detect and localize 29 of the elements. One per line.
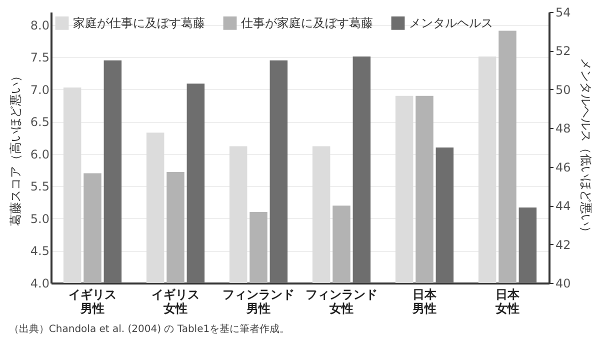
y-tick-label: 5.5 [30,180,50,194]
y2-tick-label: 54 [556,6,571,20]
y2-tick-label: 40 [556,276,571,290]
y2-tick-label: 44 [556,199,571,214]
x-tick-label: 日本男性 [412,288,438,316]
y2-tick-label: 42 [556,238,571,252]
y2-tick-label: 52 [556,44,571,58]
y-tick-label: 5.0 [30,212,50,226]
y-tick-label: 6.0 [30,147,50,162]
legend-label: 家庭が仕事に及ぼす葛藤 [73,16,205,30]
x-tick-label: フィンランド女性 [306,288,378,316]
y-tick-label: 4.5 [30,244,50,258]
y2-tick-label: 50 [556,82,571,97]
x-tick-label: イギリス男性 [68,288,116,316]
x-tick-label: フィンランド男性 [222,288,294,316]
y-axis-title: 葛藤スコア（高いほど悪い） [8,70,22,226]
y2-axis-title: メンタルヘルス（低いほど悪い） [578,58,593,238]
y2-tick-label: 48 [556,122,571,136]
y-tick-label: 7.5 [30,50,50,65]
text: （出典）Chandola et al. (2004) の Table1を基に筆者作成。 [8,323,290,335]
y-tick-label: 8.0 [30,18,50,32]
x-tick-label: イギリス女性 [152,288,200,316]
legend-label: メンタルヘルス [409,16,493,30]
legend-label: 仕事が家庭に及ぼす葛藤 [240,16,373,30]
y2-tick-label: 46 [556,160,571,174]
x-tick-label: 日本女性 [494,288,520,316]
y-tick-label: 6.5 [30,115,50,130]
y-tick-label: 7.0 [30,82,50,97]
y-tick-label: 4.0 [30,276,50,290]
